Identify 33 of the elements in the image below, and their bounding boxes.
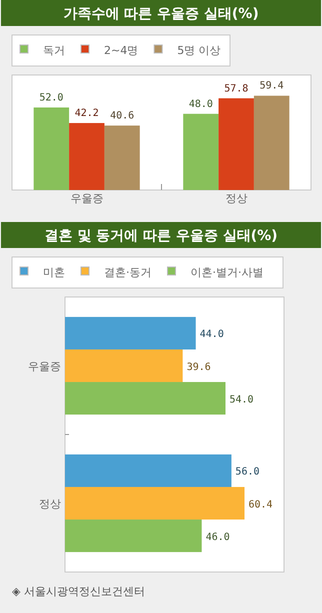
data-label: 40.6 <box>110 110 134 122</box>
chart-title: 가족수에 따른 우울증 실태(%) <box>63 6 259 22</box>
bar <box>183 114 219 190</box>
data-label: 44.0 <box>200 329 224 340</box>
legend-label: 미혼 <box>43 266 65 279</box>
legend-label: 5명 이상 <box>177 44 221 57</box>
bar <box>104 126 140 190</box>
bar <box>65 349 183 382</box>
bar <box>65 316 196 350</box>
legend-label: 결혼·동거 <box>104 266 152 279</box>
data-label: 57.8 <box>224 83 248 94</box>
legend-label: 독거 <box>43 44 65 57</box>
data-label: 59.4 <box>260 80 284 92</box>
bar <box>65 382 226 415</box>
data-label: 52.0 <box>39 92 64 104</box>
data-label: 39.6 <box>186 362 211 373</box>
bar <box>65 520 202 552</box>
legend-label: 이혼·별거·사별 <box>190 266 264 279</box>
legend-label: 2~4명 <box>104 44 138 57</box>
chart-title: 결혼 및 동거에 따른 우울증 실태(%) <box>44 228 278 244</box>
data-label: 60.4 <box>248 499 273 510</box>
bar <box>254 96 290 190</box>
data-label: 46.0 <box>206 532 230 543</box>
data-label: 54.0 <box>229 394 254 406</box>
data-label: 48.0 <box>188 98 213 110</box>
bar <box>218 98 254 190</box>
text: ◈ 서울시광역정신보건센터 <box>12 585 145 598</box>
bar <box>65 454 232 487</box>
bar <box>65 486 245 520</box>
bar <box>34 107 70 190</box>
data-label: 42.2 <box>74 108 99 120</box>
data-label: 56.0 <box>235 466 260 478</box>
bar <box>69 123 104 190</box>
